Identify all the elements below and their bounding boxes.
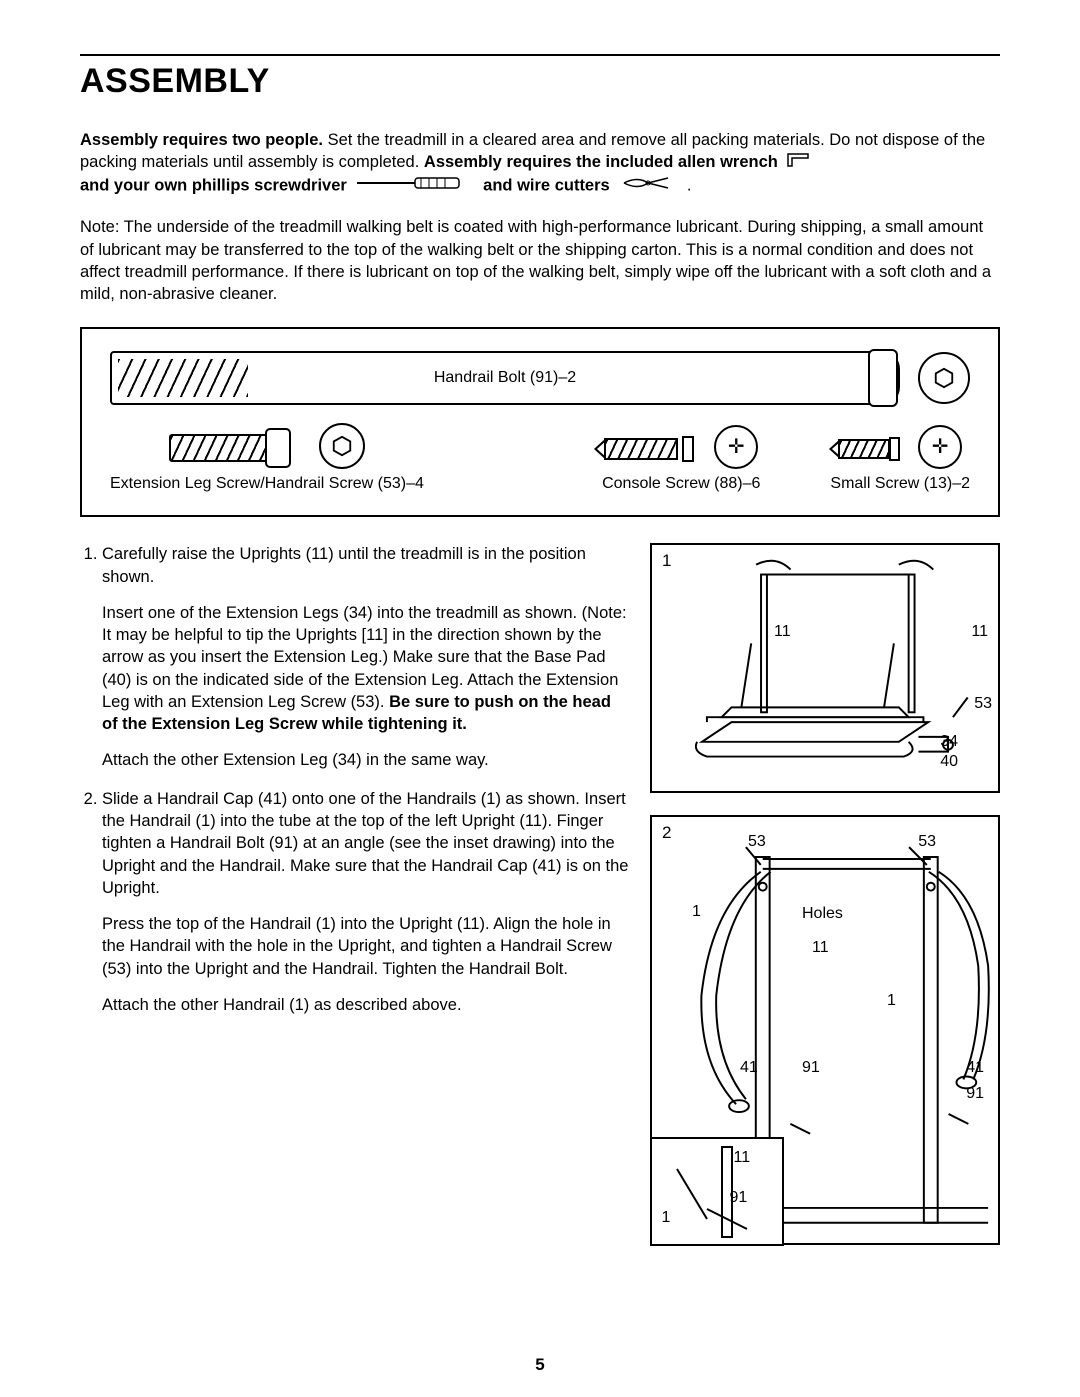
steps-text: Carefully raise the Uprights (11) until … xyxy=(80,543,630,1245)
ext-leg-label: Extension Leg Screw/Handrail Screw (53)–… xyxy=(110,475,424,493)
fig2-lbl-11: 11 xyxy=(812,939,829,957)
fig1-lbl-11a: 11 xyxy=(774,623,791,641)
ext-leg-screw-icon xyxy=(169,426,309,466)
fig2-lbl-41a: 41 xyxy=(740,1059,758,1077)
inset-lbl-1: 1 xyxy=(662,1209,671,1227)
step2-p3: Attach the other Handrail (1) as describ… xyxy=(102,994,630,1016)
fig1-lbl-40: 40 xyxy=(940,753,958,771)
wire-cutters-icon xyxy=(618,174,678,198)
step2-p2: Press the top of the Handrail (1) into t… xyxy=(102,913,630,980)
fig1-lbl-53: 53 xyxy=(974,695,992,713)
fig2-lbl-1b: 1 xyxy=(887,992,896,1010)
small-group: ✛ Small Screw (13)–2 xyxy=(830,425,970,493)
fig1-lbl-11b: 11 xyxy=(971,623,988,641)
hex-head-icon xyxy=(918,352,970,404)
console-screw-icon xyxy=(604,432,704,462)
handrail-bolt-label: Handrail Bolt (91)–2 xyxy=(434,369,576,387)
parts-box: Handrail Bolt (91)–2 Extension Leg Screw… xyxy=(80,327,1000,517)
period: . xyxy=(687,177,692,195)
fig1-lbl-34: 34 xyxy=(940,733,958,751)
small-screw-icon xyxy=(838,434,908,460)
screwdriver-icon xyxy=(355,175,465,197)
intro-bold-3: and your own phillips screwdriver xyxy=(80,177,347,195)
step1-p1: Carefully raise the Uprights (11) until … xyxy=(102,543,630,588)
fig2-lbl-53a: 53 xyxy=(748,833,766,851)
phillips-head-icon-2: ✛ xyxy=(918,425,962,469)
step-1: Carefully raise the Uprights (11) until … xyxy=(102,543,630,771)
fig2-lbl-1a: 1 xyxy=(692,903,701,921)
page-number: 5 xyxy=(0,1355,1080,1375)
inset-lbl-91: 91 xyxy=(730,1189,748,1207)
top-rule xyxy=(80,54,1000,56)
figure-2-inset: 11 91 1 xyxy=(650,1137,784,1246)
hex-head-icon-small xyxy=(319,423,365,469)
step-2: Slide a Handrail Cap (41) onto one of th… xyxy=(102,788,630,1016)
step1-p3: Attach the other Extension Leg (34) in t… xyxy=(102,749,630,771)
console-label: Console Screw (88)–6 xyxy=(602,475,760,493)
step2-p1: Slide a Handrail Cap (41) onto one of th… xyxy=(102,788,630,899)
fig2-lbl-53b: 53 xyxy=(918,833,936,851)
intro-bold-4: and wire cutters xyxy=(483,177,610,195)
intro-bold-1: Assembly requires two people. xyxy=(80,131,323,149)
handrail-bolt-illustration: Handrail Bolt (91)–2 xyxy=(110,351,900,405)
small-label: Small Screw (13)–2 xyxy=(830,475,970,493)
console-group: ✛ Console Screw (88)–6 xyxy=(602,425,760,493)
allen-wrench-icon xyxy=(786,152,816,174)
note-paragraph: Note: The underside of the treadmill wal… xyxy=(80,216,1000,305)
fig2-lbl-holes: Holes xyxy=(802,905,843,923)
figure-1: 1 xyxy=(650,543,1000,793)
figure-2: 2 xyxy=(650,815,1000,1245)
ext-leg-group: Extension Leg Screw/Handrail Screw (53)–… xyxy=(110,423,424,493)
fig2-lbl-91b: 91 xyxy=(966,1085,984,1103)
inset-lbl-11: 11 xyxy=(734,1149,751,1167)
fig2-lbl-91a: 91 xyxy=(802,1059,820,1077)
intro-bold-2: Assembly requires the included allen wre… xyxy=(424,153,778,171)
phillips-head-icon: ✛ xyxy=(714,425,758,469)
page-title: ASSEMBLY xyxy=(80,62,1000,101)
fig2-lbl-41b: 41 xyxy=(966,1059,984,1077)
intro-paragraph: Assembly requires two people. Set the tr… xyxy=(80,129,1000,198)
